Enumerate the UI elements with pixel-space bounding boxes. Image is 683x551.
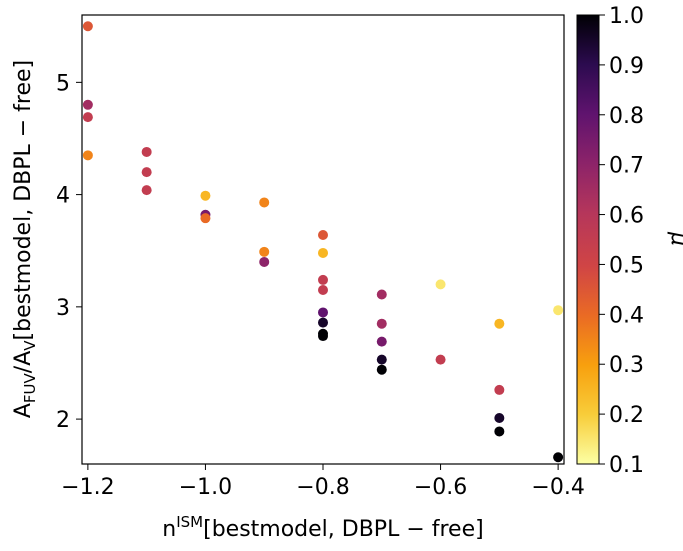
data-point bbox=[259, 197, 270, 208]
data-point bbox=[82, 112, 93, 123]
data-point bbox=[494, 426, 505, 437]
data-point bbox=[82, 150, 93, 161]
x-tick-label: −0.8 bbox=[296, 475, 349, 500]
colorbar-tick-label: 0.6 bbox=[609, 204, 644, 229]
data-point bbox=[553, 452, 564, 463]
data-point bbox=[376, 289, 387, 300]
scatter-points bbox=[82, 21, 564, 463]
colorbar-tick-label: 0.5 bbox=[609, 253, 644, 278]
y-axis-label-mid: /A bbox=[11, 351, 36, 373]
data-point bbox=[376, 336, 387, 347]
data-point bbox=[435, 279, 446, 290]
data-point bbox=[494, 318, 505, 329]
colorbar-tick-label: 0.4 bbox=[609, 303, 644, 328]
colorbar-tick-label: 0.7 bbox=[609, 154, 644, 179]
y-axis-label-rest: [bestmodel, DBPL − free] bbox=[11, 60, 36, 341]
x-axis-label-main: n bbox=[162, 517, 176, 542]
colorbar-tick-label: 0.2 bbox=[609, 403, 644, 428]
data-point bbox=[376, 354, 387, 365]
data-point bbox=[376, 364, 387, 375]
y-tick-label: 5 bbox=[56, 71, 70, 96]
data-point bbox=[141, 146, 152, 157]
data-point bbox=[318, 331, 328, 342]
colorbar-tick-label: 1.0 bbox=[609, 4, 644, 29]
data-point bbox=[318, 307, 328, 318]
data-point bbox=[494, 384, 505, 395]
y-axis-label-sub1: FUV bbox=[21, 372, 39, 403]
colorbar bbox=[576, 14, 600, 465]
x-tick-label: −1.0 bbox=[179, 475, 232, 500]
y-axis-ticks: 2 3 4 5 bbox=[56, 71, 82, 433]
x-axis-ticks: −1.2 −1.0 −0.8 −0.6 −0.4 bbox=[61, 464, 585, 500]
data-point bbox=[318, 274, 328, 285]
colorbar-label: μ bbox=[666, 231, 683, 246]
x-axis-label: nISM[bestmodel, DBPL − free] bbox=[162, 513, 483, 542]
data-point bbox=[435, 354, 446, 365]
y-axis-label-sub2: V bbox=[21, 340, 39, 351]
x-tick-label: −0.4 bbox=[531, 475, 584, 500]
data-point bbox=[259, 256, 270, 267]
x-tick-label: −1.2 bbox=[61, 475, 114, 500]
y-axis-label-a: A bbox=[11, 403, 36, 418]
x-tick-label: −0.6 bbox=[414, 475, 467, 500]
y-tick-label: 4 bbox=[56, 184, 70, 209]
colorbar-ticks: 0.1 0.2 0.3 0.4 0.5 0.6 0.7 0.8 0.9 1.0 bbox=[599, 4, 644, 478]
colorbar-tick-label: 0.8 bbox=[609, 104, 644, 129]
data-point bbox=[141, 167, 152, 178]
y-axis-label: AFUV/AV[bestmodel, DBPL − free] bbox=[11, 60, 39, 418]
data-point bbox=[200, 213, 211, 224]
x-axis-label-rest: [bestmodel, DBPL − free] bbox=[203, 517, 484, 542]
data-point bbox=[82, 21, 93, 32]
data-point bbox=[259, 246, 270, 257]
y-tick-label: 3 bbox=[56, 296, 70, 321]
y-tick-label: 2 bbox=[56, 408, 70, 433]
data-point bbox=[376, 318, 387, 329]
colorbar-tick-label: 0.1 bbox=[609, 453, 644, 478]
data-point bbox=[200, 190, 211, 201]
colorbar-tick-label: 0.3 bbox=[609, 353, 644, 378]
data-point bbox=[494, 412, 505, 423]
data-point bbox=[141, 185, 152, 196]
data-point bbox=[318, 230, 328, 241]
data-point bbox=[318, 317, 328, 328]
data-point bbox=[553, 305, 564, 316]
data-point bbox=[82, 99, 93, 110]
x-axis-label-sup: ISM bbox=[176, 513, 203, 531]
data-point bbox=[318, 285, 328, 296]
colorbar-tick-label: 0.9 bbox=[609, 54, 644, 79]
data-point bbox=[318, 247, 328, 258]
